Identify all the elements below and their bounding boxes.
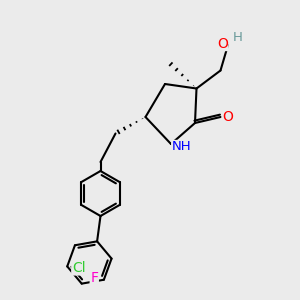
Text: F: F — [90, 271, 98, 285]
Text: O: O — [223, 110, 233, 124]
Text: Cl: Cl — [72, 261, 86, 275]
Text: H: H — [233, 31, 242, 44]
Text: NH: NH — [172, 140, 191, 154]
Text: O: O — [217, 37, 228, 50]
